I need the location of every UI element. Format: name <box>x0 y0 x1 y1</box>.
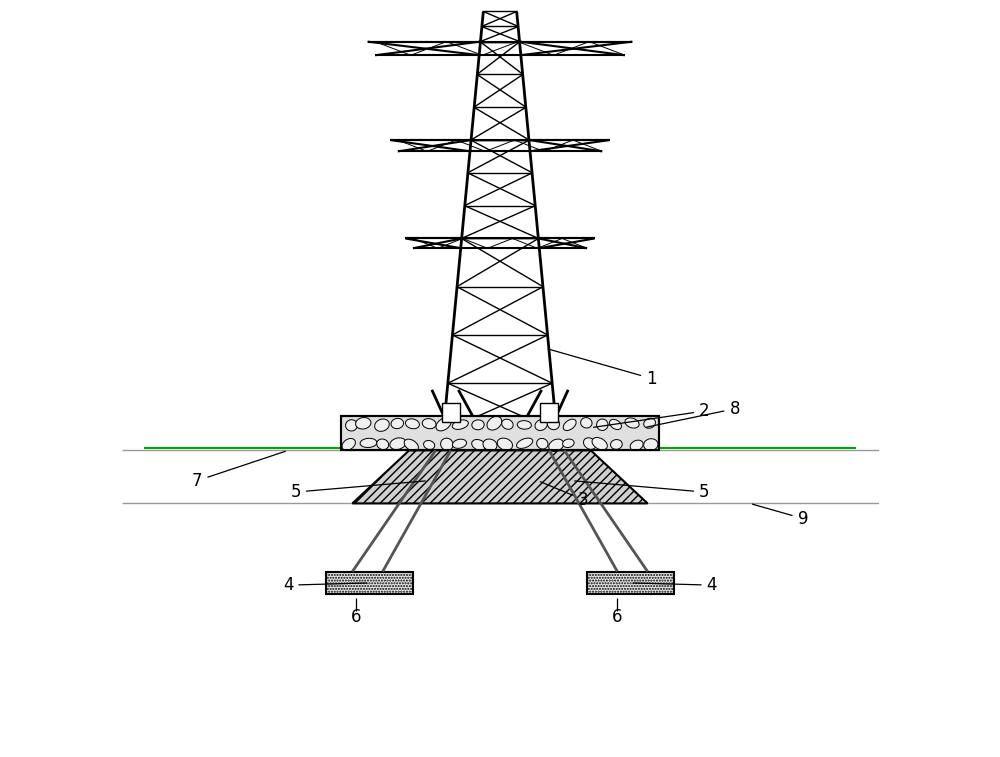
Ellipse shape <box>502 419 513 429</box>
Text: 3: 3 <box>540 481 589 509</box>
Ellipse shape <box>342 438 355 450</box>
Ellipse shape <box>472 440 486 450</box>
Text: 1: 1 <box>548 349 657 388</box>
Bar <box>587 572 674 594</box>
Bar <box>326 572 413 594</box>
Ellipse shape <box>549 439 564 451</box>
Ellipse shape <box>563 439 574 447</box>
Ellipse shape <box>625 418 639 428</box>
Ellipse shape <box>356 418 371 429</box>
Polygon shape <box>352 450 648 503</box>
Ellipse shape <box>644 439 658 450</box>
Ellipse shape <box>644 418 655 428</box>
Ellipse shape <box>610 419 621 429</box>
Ellipse shape <box>452 420 468 429</box>
Ellipse shape <box>452 439 467 448</box>
Bar <box>326 572 413 594</box>
Text: 7: 7 <box>192 451 285 490</box>
Ellipse shape <box>535 419 547 431</box>
Text: 5: 5 <box>575 481 710 501</box>
Text: 9: 9 <box>752 504 808 528</box>
Ellipse shape <box>422 419 436 428</box>
Ellipse shape <box>547 418 559 430</box>
Ellipse shape <box>597 419 608 431</box>
Ellipse shape <box>517 438 533 448</box>
Text: 8: 8 <box>647 400 740 427</box>
Ellipse shape <box>405 419 419 428</box>
Ellipse shape <box>391 419 404 428</box>
Ellipse shape <box>360 438 377 447</box>
Ellipse shape <box>424 441 435 450</box>
Ellipse shape <box>584 438 596 450</box>
Ellipse shape <box>537 438 548 449</box>
Ellipse shape <box>472 420 484 430</box>
Text: 6: 6 <box>612 608 623 626</box>
Ellipse shape <box>592 438 607 450</box>
Bar <box>540 403 558 422</box>
Ellipse shape <box>581 418 592 428</box>
Ellipse shape <box>611 440 622 450</box>
Bar <box>587 572 674 594</box>
Text: 4: 4 <box>633 576 717 594</box>
Ellipse shape <box>563 419 576 431</box>
Text: 2: 2 <box>594 402 710 427</box>
Ellipse shape <box>517 421 531 429</box>
Ellipse shape <box>436 418 451 431</box>
Ellipse shape <box>390 438 406 450</box>
Ellipse shape <box>487 416 502 430</box>
Ellipse shape <box>375 419 389 431</box>
Ellipse shape <box>497 438 513 450</box>
Ellipse shape <box>346 419 357 431</box>
Ellipse shape <box>483 439 497 450</box>
Text: 5: 5 <box>290 481 425 501</box>
Bar <box>442 403 460 422</box>
Ellipse shape <box>404 439 418 451</box>
Text: 6: 6 <box>351 608 361 626</box>
Bar <box>341 416 659 450</box>
Text: 4: 4 <box>283 576 367 594</box>
Ellipse shape <box>630 440 643 450</box>
Ellipse shape <box>441 438 453 450</box>
Ellipse shape <box>377 439 389 450</box>
